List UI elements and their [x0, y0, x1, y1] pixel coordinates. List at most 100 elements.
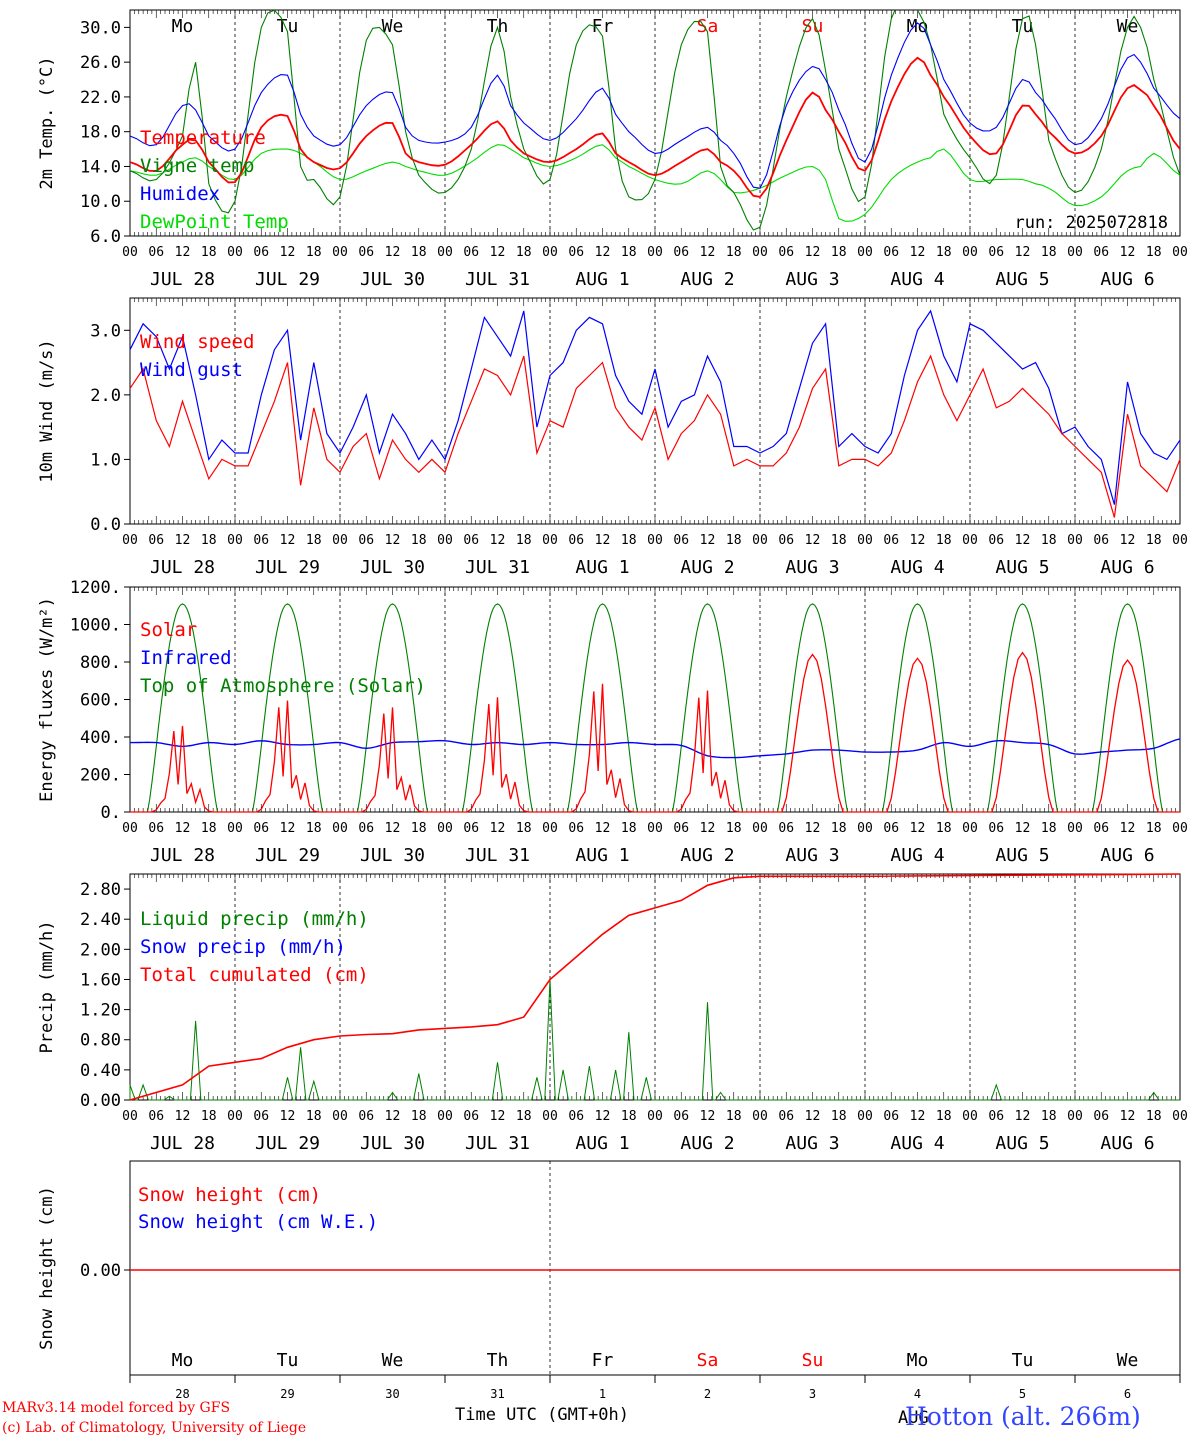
hour-tick-label: 06: [148, 1109, 164, 1124]
date-label: AUG 1: [575, 845, 629, 866]
series-line-liquid-precip: [129, 979, 1180, 1101]
hour-tick-label: 06: [988, 1109, 1004, 1124]
hour-tick-label: 00: [1067, 821, 1083, 836]
hour-tick-label: 18: [936, 821, 952, 836]
hour-tick-label: 12: [700, 533, 716, 548]
date-label: JUL 31: [465, 1133, 530, 1154]
day-name: Sa: [697, 16, 719, 37]
hour-tick-label: 12: [490, 821, 506, 836]
hour-tick-label: 06: [148, 245, 164, 260]
day-name: Tu: [277, 1350, 299, 1371]
hour-tick-label: 06: [988, 533, 1004, 548]
y-tick-label: 14.0: [80, 157, 121, 177]
date-label: AUG 4: [890, 845, 944, 866]
hour-tick-label: 06: [253, 821, 269, 836]
hour-tick-label: 18: [411, 245, 427, 260]
y-tick-label: 2.0: [90, 386, 121, 406]
y-tick-label: 2.80: [80, 880, 121, 900]
hour-tick-label: 06: [673, 245, 689, 260]
hour-tick-label: 18: [201, 1109, 217, 1124]
legend-entry: Temperature: [140, 127, 266, 149]
hour-tick-label: 00: [332, 245, 348, 260]
hour-tick-label: 18: [831, 533, 847, 548]
y-tick-label: 0.00: [80, 1091, 121, 1111]
legend-entry: Snow height (cm W.E.): [138, 1211, 378, 1233]
hour-tick-label: 06: [778, 533, 794, 548]
hour-tick-label: 06: [358, 245, 374, 260]
day-name: Tu: [277, 16, 299, 37]
date-label: AUG 6: [1100, 845, 1154, 866]
hour-tick-label: 12: [595, 821, 611, 836]
date-label: JUL 28: [150, 269, 215, 290]
date-label: AUG 4: [890, 557, 944, 578]
date-label: JUL 30: [360, 269, 425, 290]
hour-tick-label: 12: [385, 821, 401, 836]
day-name: Su: [802, 1350, 824, 1371]
hour-tick-label: 18: [936, 533, 952, 548]
hour-tick-label: 06: [253, 533, 269, 548]
hour-tick-label: 18: [516, 533, 532, 548]
hour-tick-label: 06: [883, 245, 899, 260]
hour-tick-label: 12: [805, 245, 821, 260]
hour-tick-label: 06: [778, 245, 794, 260]
hour-tick-label: 12: [910, 821, 926, 836]
hour-tick-label: 18: [726, 533, 742, 548]
date-label: JUL 30: [360, 557, 425, 578]
hour-tick-label: 12: [805, 533, 821, 548]
hour-tick-label: 18: [1146, 821, 1162, 836]
hour-tick-label: 00: [1172, 533, 1188, 548]
hour-tick-label: 18: [1041, 533, 1057, 548]
legend-entry: Solar: [140, 619, 197, 641]
y-tick-label: 1.60: [80, 970, 121, 990]
date-label: AUG 5: [995, 1133, 1049, 1154]
hour-tick-label: 00: [542, 821, 558, 836]
hour-tick-label: 06: [883, 1109, 899, 1124]
hour-tick-label: 12: [1120, 821, 1136, 836]
hour-tick-label: 18: [306, 1109, 322, 1124]
y-tick-label: 0.40: [80, 1061, 121, 1081]
hour-tick-label: 00: [857, 245, 873, 260]
hour-tick-label: 18: [1041, 245, 1057, 260]
y-axis-label: Precip (mm/h): [37, 920, 57, 1053]
hour-tick-label: 00: [962, 533, 978, 548]
date-label: AUG 4: [890, 1133, 944, 1154]
hour-tick-label: 18: [516, 821, 532, 836]
legend-entry: Snow precip (mm/h): [140, 936, 346, 958]
legend-entry: DewPoint Temp: [140, 211, 289, 233]
hour-tick-label: 06: [1093, 821, 1109, 836]
date-label: AUG 3: [785, 1133, 839, 1154]
hour-tick-label: 06: [148, 533, 164, 548]
legend-entry: Total cumulated (cm): [140, 964, 369, 986]
hour-tick-label: 00: [122, 533, 138, 548]
hour-tick-label: 12: [1120, 533, 1136, 548]
hour-tick-label: 12: [175, 1109, 191, 1124]
date-label: JUL 29: [255, 1133, 320, 1154]
day-number: 30: [385, 1387, 399, 1401]
date-label: AUG 2: [680, 845, 734, 866]
hour-tick-label: 18: [201, 245, 217, 260]
hour-tick-label: 18: [411, 533, 427, 548]
y-tick-label: 0.: [101, 803, 121, 823]
panel-1: 00 06 12 18 00 06 12 18 00 06 12 18 00 06 12 18 00 06 12 18…: [37, 9, 1188, 290]
hour-tick-label: 00: [227, 821, 243, 836]
day-name: We: [382, 16, 404, 37]
day-number: 29: [280, 1387, 294, 1401]
day-number: 28: [175, 1387, 189, 1401]
legend-entry: Wind gust: [140, 359, 243, 381]
day-name: Mo: [172, 1350, 194, 1371]
day-name: Tu: [1012, 16, 1034, 37]
hour-tick-label: 12: [700, 821, 716, 836]
hour-tick-label: 00: [542, 533, 558, 548]
series-line-infrared: [130, 738, 1181, 759]
hour-tick-label: 18: [831, 1109, 847, 1124]
hour-tick-label: 18: [411, 821, 427, 836]
date-label: AUG 2: [680, 269, 734, 290]
hour-tick-label: 12: [490, 1109, 506, 1124]
hour-tick-label: 18: [306, 245, 322, 260]
date-label: JUL 28: [150, 1133, 215, 1154]
y-axis-label: Energy fluxes (W/m²): [37, 597, 57, 802]
hour-tick-label: 06: [463, 1109, 479, 1124]
hour-tick-label: 00: [1067, 1109, 1083, 1124]
hour-tick-label: 12: [280, 1109, 296, 1124]
hour-tick-label: 00: [647, 821, 663, 836]
